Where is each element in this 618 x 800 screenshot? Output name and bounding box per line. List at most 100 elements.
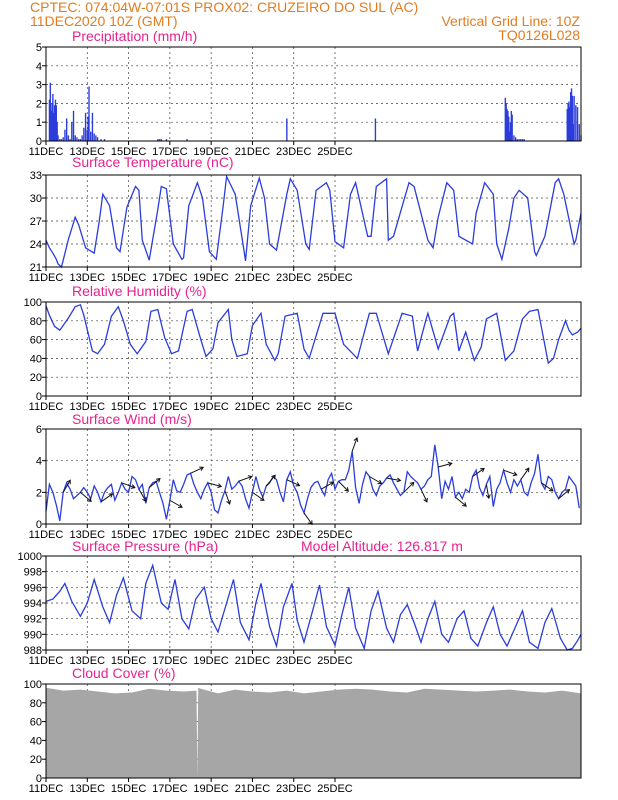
y-tick-label: 6 bbox=[36, 424, 42, 436]
x-tick-label: 25DEC bbox=[317, 401, 353, 413]
wind-arrow-head bbox=[485, 494, 491, 500]
precipitation-bar bbox=[506, 109, 508, 141]
y-tick-label: 3 bbox=[36, 80, 42, 92]
wind-direction-arrow bbox=[320, 481, 334, 490]
precipitation-bar bbox=[51, 103, 53, 141]
x-tick-label: 13DEC bbox=[70, 272, 106, 284]
x-tick-label: 23DEC bbox=[276, 401, 312, 413]
precipitation-bar bbox=[54, 99, 57, 141]
precipitation-bar bbox=[87, 116, 89, 141]
x-tick-label: 13DEC bbox=[70, 783, 106, 795]
wind-arrow-head bbox=[409, 481, 415, 487]
y-tick-label: 994 bbox=[24, 598, 42, 610]
header-grid-note: Vertical Grid Line: 10Z bbox=[441, 13, 580, 29]
precipitation-bar bbox=[571, 95, 574, 141]
y-tick-label: 988 bbox=[24, 645, 42, 657]
y-tick-label: 0 bbox=[36, 391, 42, 403]
precipitation-bar bbox=[569, 107, 571, 141]
y-tick-label: 1 bbox=[36, 117, 42, 129]
wind-arrow-head bbox=[512, 471, 518, 477]
x-tick-label: 17DEC bbox=[152, 529, 188, 541]
humidity-panel: Relative Humidity (%) 0 20 40 60 80 100 11DEC 1… bbox=[24, 283, 582, 413]
precipitation-bar bbox=[88, 86, 90, 141]
wind-direction-arrow bbox=[472, 468, 485, 477]
wind-panel: Surface Wind (m/s) 0 2 4 6 11DEC 13DEC 15DEC 17… bbox=[29, 411, 582, 541]
precipitation-bar bbox=[90, 131, 92, 141]
precipitation-bar bbox=[79, 139, 82, 141]
x-tick-label: 11DEC bbox=[29, 783, 64, 795]
x-tick-label: 15DEC bbox=[111, 272, 147, 284]
x-tick-label: 15DEC bbox=[111, 655, 147, 667]
temp-series-line bbox=[45, 174, 582, 269]
precipitation-bar bbox=[572, 124, 574, 141]
wind-arrow-head bbox=[548, 487, 554, 492]
wind-direction-arrow bbox=[238, 475, 252, 482]
x-tick-label: 11DEC bbox=[29, 146, 64, 158]
precipitation-bar bbox=[578, 124, 580, 141]
cloud-cover-title: Cloud Cover (%) bbox=[72, 665, 175, 681]
precipitation-bar bbox=[509, 122, 512, 141]
y-tick-label: 996 bbox=[24, 582, 42, 594]
wind-arrow-head bbox=[108, 493, 114, 498]
x-tick-label: 23DEC bbox=[276, 272, 312, 284]
precipitation-bar bbox=[567, 103, 569, 141]
precipitation-bar bbox=[71, 122, 73, 141]
wind-arrow-head bbox=[271, 474, 276, 480]
wind-arrow-head bbox=[377, 479, 383, 485]
y-tick-label: 1000 bbox=[18, 551, 42, 563]
precipitation-bar bbox=[83, 127, 85, 141]
precipitation-bar bbox=[100, 139, 102, 141]
x-tick-label: 25DEC bbox=[317, 783, 353, 795]
rh-series-line bbox=[45, 303, 582, 365]
x-tick-label: 17DEC bbox=[152, 146, 188, 158]
y-tick-label: 40 bbox=[30, 353, 42, 365]
precipitation-bar bbox=[505, 103, 507, 141]
precipitation-bar bbox=[60, 139, 63, 141]
precipitation-bar bbox=[84, 112, 87, 141]
precipitation-bar bbox=[56, 122, 58, 141]
precipitation-bar bbox=[74, 135, 76, 141]
precipitation-bar bbox=[65, 118, 68, 141]
precipitation-bar bbox=[186, 139, 188, 141]
wind-arrow-head bbox=[423, 497, 428, 503]
wind-direction-arrow bbox=[485, 484, 490, 499]
precipitation-bar bbox=[157, 139, 159, 141]
wind-direction-arrow bbox=[121, 482, 136, 489]
wind-direction-arrow bbox=[100, 493, 113, 503]
precipitation-bar bbox=[576, 107, 579, 141]
wind-arrow-head bbox=[199, 466, 205, 472]
x-tick-label: 15DEC bbox=[111, 401, 147, 413]
x-tick-label: 19DEC bbox=[193, 401, 229, 413]
y-tick-label: 24 bbox=[30, 239, 42, 251]
precipitation-bar bbox=[160, 139, 162, 141]
wind-direction-arrow bbox=[252, 491, 265, 501]
wind-arrow-head bbox=[462, 502, 467, 507]
x-tick-label: 25DEC bbox=[317, 529, 353, 541]
y-tick-label: 100 bbox=[24, 679, 42, 691]
wind-arrow-head bbox=[480, 467, 485, 473]
y-tick-label: 60 bbox=[30, 335, 42, 347]
wind-arrow-head bbox=[247, 475, 253, 480]
wind-direction-arrow bbox=[303, 512, 313, 525]
precipitation-bar bbox=[72, 110, 75, 141]
wind-arrow-head bbox=[396, 477, 402, 483]
temperature-title: Surface Temperature (nC) bbox=[72, 154, 234, 170]
wind-direction-arrow bbox=[190, 466, 204, 474]
x-tick-label: 11DEC bbox=[29, 655, 64, 667]
wind-direction-arrow bbox=[520, 467, 530, 480]
precipitation-bar bbox=[76, 137, 78, 141]
precipitation-bar bbox=[91, 112, 94, 141]
precipitation-bar bbox=[513, 135, 515, 141]
x-tick-label: 15DEC bbox=[111, 146, 147, 158]
precipitation-bar bbox=[81, 135, 83, 141]
precipitation-bar bbox=[64, 129, 66, 141]
wind-direction-arrow bbox=[558, 489, 570, 500]
precipitation-bar bbox=[57, 135, 59, 141]
y-tick-label: 4 bbox=[36, 61, 42, 73]
y-tick-label: 990 bbox=[24, 629, 42, 641]
y-tick-label: 0 bbox=[36, 136, 42, 148]
x-tick-label: 13DEC bbox=[70, 146, 106, 158]
x-tick-label: 19DEC bbox=[193, 655, 229, 667]
precipitation-bar bbox=[50, 110, 52, 141]
precipitation-bar bbox=[523, 139, 525, 141]
